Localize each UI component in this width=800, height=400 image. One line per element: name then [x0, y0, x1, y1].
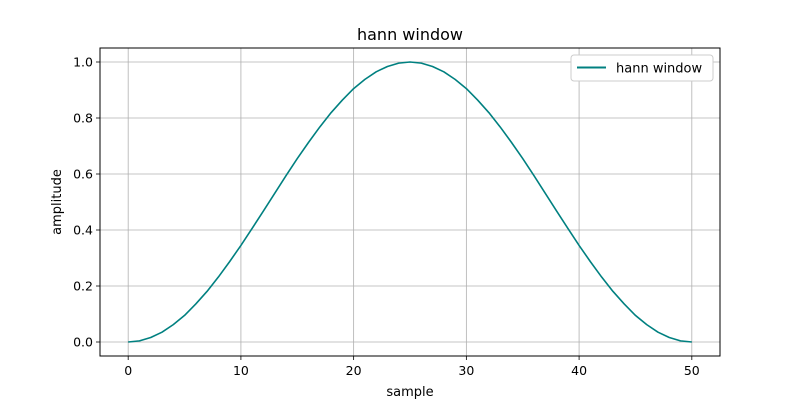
plot-frame [99, 47, 721, 357]
legend-label: hann window [616, 62, 703, 77]
y-ticks: 0.0 0.2 0.4 0.6 0.8 1.0 [73, 55, 100, 350]
chart-title: hann window [357, 25, 463, 44]
y-tick-label: 0.8 [73, 111, 93, 126]
y-tick-label: 0.6 [73, 167, 93, 182]
x-axis-label: sample [386, 385, 433, 400]
x-tick-label: 20 [346, 363, 362, 378]
plot-lines [128, 61, 692, 343]
x-tick-label: 10 [233, 363, 249, 378]
x-tick-label: 30 [458, 363, 474, 378]
grid [100, 48, 720, 356]
legend: hann window [570, 54, 714, 82]
y-tick-label: 0.0 [73, 335, 93, 350]
series-line-0 [128, 61, 692, 343]
x-tick-label: 0 [124, 363, 132, 378]
x-ticks: 0 10 20 30 40 50 [124, 356, 700, 378]
x-tick-label: 40 [571, 363, 587, 378]
legend-box [570, 54, 714, 82]
y-tick-label: 1.0 [73, 55, 93, 70]
y-tick-label: 0.2 [73, 279, 93, 294]
y-axis-label: amplitude [50, 169, 65, 235]
y-tick-label: 0.4 [73, 223, 93, 238]
x-tick-label: 50 [684, 363, 700, 378]
